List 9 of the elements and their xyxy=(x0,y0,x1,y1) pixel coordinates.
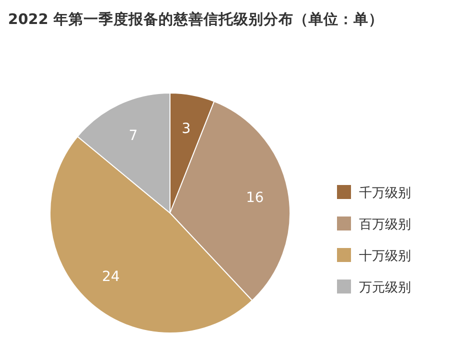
data-label: 24 xyxy=(102,268,120,285)
data-label: 16 xyxy=(246,190,264,206)
legend-label: 千万级别 xyxy=(359,186,411,201)
legend-label: 百万级别 xyxy=(359,218,411,232)
legend-label: 十万级别 xyxy=(359,249,411,264)
data-label: 3 xyxy=(182,121,191,138)
data-label: 7 xyxy=(128,128,138,144)
legend-label: 万元级别 xyxy=(359,280,411,296)
chart-title: 2022 年第一季度报备的慈善信托级别分布（单位：单） xyxy=(8,10,384,28)
